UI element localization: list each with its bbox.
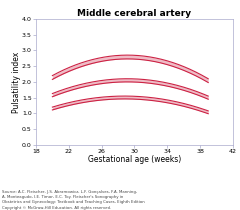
Y-axis label: Pulsatility index: Pulsatility index — [12, 51, 21, 113]
X-axis label: Gestational age (weeks): Gestational age (weeks) — [88, 155, 181, 164]
Title: Middle cerebral artery: Middle cerebral artery — [77, 9, 192, 18]
Text: Source: A.C. Fleischer, J.S. Abramowicz, L.F. Gonçalves, F.A. Manning,
A. Montea: Source: A.C. Fleischer, J.S. Abramowicz,… — [2, 190, 145, 210]
